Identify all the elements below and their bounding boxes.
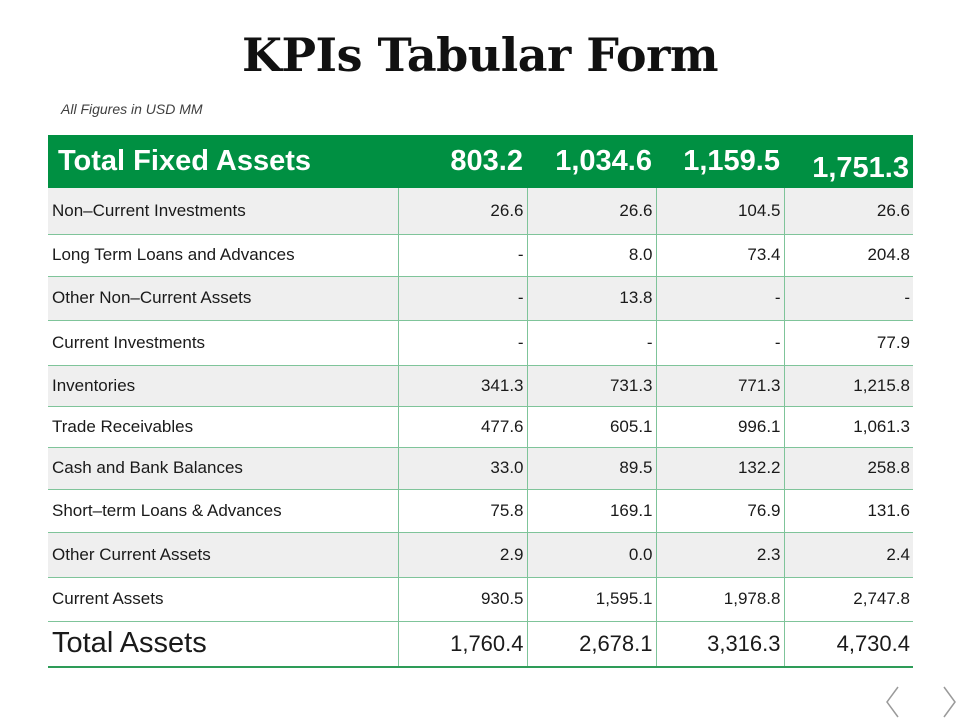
row-value: 33.0 — [397, 447, 527, 490]
row-value: 731.3 — [526, 365, 656, 407]
row-value: 2.9 — [397, 532, 527, 578]
row-value: 131.6 — [783, 489, 913, 533]
row-value: 169.1 — [526, 489, 656, 533]
row-value: 2.3 — [655, 532, 784, 578]
row-value: 26.6 — [783, 188, 913, 235]
table-row: Cash and Bank Balances 33.0 89.5 132.2 2… — [48, 447, 913, 490]
row-value: 77.9 — [783, 320, 913, 366]
row-label: Other Non–Current Assets — [48, 276, 398, 321]
chevron-right-icon[interactable] — [934, 684, 960, 720]
row-value: - — [783, 276, 913, 321]
row-label: Current Assets — [48, 577, 398, 622]
row-value: 13.8 — [526, 276, 656, 321]
total-value: 2,678.1 — [526, 621, 656, 668]
header-value: 1,159.5 — [656, 135, 784, 188]
row-value: 930.5 — [397, 577, 527, 622]
total-value: 4,730.4 — [783, 621, 913, 668]
table-row: Other Non–Current Assets - 13.8 - - — [48, 276, 913, 321]
row-value: 605.1 — [526, 406, 656, 448]
row-value: - — [526, 320, 656, 366]
row-value: 2.4 — [783, 532, 913, 578]
row-label: Other Current Assets — [48, 532, 398, 578]
row-value: 132.2 — [655, 447, 784, 490]
row-value: 1,215.8 — [783, 365, 913, 407]
table-row: Inventories 341.3 731.3 771.3 1,215.8 — [48, 365, 913, 407]
table-row: Current Assets 930.5 1,595.1 1,978.8 2,7… — [48, 577, 913, 622]
row-label: Short–term Loans & Advances — [48, 489, 398, 533]
row-value: - — [397, 234, 527, 277]
table-row: Non–Current Investments 26.6 26.6 104.5 … — [48, 188, 913, 235]
total-row: Total Assets 1,760.4 2,678.1 3,316.3 4,7… — [48, 621, 913, 668]
kpi-table: Total Fixed Assets 803.2 1,034.6 1,159.5… — [48, 135, 913, 668]
header-value: 1,751.3 — [784, 135, 913, 188]
row-value: 89.5 — [526, 447, 656, 490]
row-value: 341.3 — [397, 365, 527, 407]
table-row: Current Investments - - - 77.9 — [48, 320, 913, 366]
page-title: KPIs Tabular Form — [241, 28, 719, 82]
row-label: Cash and Bank Balances — [48, 447, 398, 490]
row-value: 26.6 — [526, 188, 656, 235]
row-value: 477.6 — [397, 406, 527, 448]
row-value: 771.3 — [655, 365, 784, 407]
row-value: 73.4 — [655, 234, 784, 277]
row-label: Inventories — [48, 365, 398, 407]
row-value: - — [397, 276, 527, 321]
row-value: 104.5 — [655, 188, 784, 235]
row-value: 76.9 — [655, 489, 784, 533]
row-value: 996.1 — [655, 406, 784, 448]
header-label: Total Fixed Assets — [48, 135, 398, 188]
total-value: 1,760.4 — [397, 621, 527, 668]
total-label: Total Assets — [48, 621, 398, 668]
row-value: 8.0 — [526, 234, 656, 277]
row-value: - — [655, 276, 784, 321]
row-value: 26.6 — [397, 188, 527, 235]
header-value: 1,034.6 — [527, 135, 656, 188]
row-value: - — [397, 320, 527, 366]
row-value: 204.8 — [783, 234, 913, 277]
row-value: 1,595.1 — [526, 577, 656, 622]
row-value: 2,747.8 — [783, 577, 913, 622]
row-value: 0.0 — [526, 532, 656, 578]
chevron-left-icon[interactable] — [880, 684, 908, 720]
table-row: Other Current Assets 2.9 0.0 2.3 2.4 — [48, 532, 913, 578]
row-label: Non–Current Investments — [48, 188, 398, 235]
row-value: 258.8 — [783, 447, 913, 490]
table-row: Long Term Loans and Advances - 8.0 73.4 … — [48, 234, 913, 277]
row-label: Current Investments — [48, 320, 398, 366]
row-label: Long Term Loans and Advances — [48, 234, 398, 277]
row-label: Trade Receivables — [48, 406, 398, 448]
units-note: All Figures in USD MM — [61, 101, 203, 117]
table-row: Trade Receivables 477.6 605.1 996.1 1,06… — [48, 406, 913, 448]
row-value: 1,978.8 — [655, 577, 784, 622]
row-value: 75.8 — [397, 489, 527, 533]
header-value: 803.2 — [398, 135, 527, 188]
total-value: 3,316.3 — [655, 621, 784, 668]
table-row: Short–term Loans & Advances 75.8 169.1 7… — [48, 489, 913, 533]
row-value: 1,061.3 — [783, 406, 913, 448]
row-value: - — [655, 320, 784, 366]
table-header-row: Total Fixed Assets 803.2 1,034.6 1,159.5… — [48, 135, 913, 188]
